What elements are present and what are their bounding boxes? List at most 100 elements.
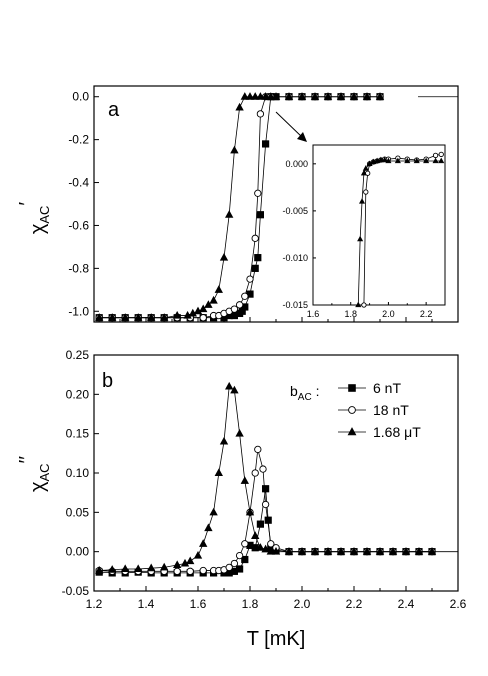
x-tick-label: 2.0 (294, 597, 311, 611)
legend-title: bAC : (290, 383, 319, 403)
data-point-triangle (121, 313, 130, 321)
y-tick-label: 0.25 (66, 348, 90, 362)
data-point-square (256, 211, 265, 219)
data-point-triangle (188, 308, 197, 317)
data-point-triangle (385, 157, 392, 164)
data-point-triangle (230, 385, 239, 394)
data-point-circle (267, 540, 275, 548)
data-point-square (235, 565, 244, 573)
y-tick-label: -0.8 (68, 261, 89, 275)
data-point-circle (235, 301, 244, 309)
y-tick-label: -0.2 (68, 133, 89, 147)
data-point-triangle (230, 145, 239, 154)
data-point-square (256, 520, 265, 528)
panel-a-plot (95, 92, 458, 322)
inset-frame (312, 144, 446, 306)
panel-b-y-axis-label: χAC′′ (16, 456, 52, 492)
data-point-triangle (358, 198, 366, 204)
y-tick-label: -0.015 (282, 300, 308, 310)
data-point-circle (241, 292, 249, 300)
legend-marker-triangle (347, 427, 357, 436)
data-point-triangle (199, 304, 208, 313)
data-point-triangle (438, 157, 445, 164)
data-point-triangle (362, 547, 372, 555)
panel-a-y-axis-label: χAC′ (16, 202, 52, 235)
panel-b-frame (93, 354, 459, 592)
data-point-square (254, 254, 262, 262)
data-point-triangle (388, 547, 398, 555)
legend-marker-circle (348, 406, 356, 414)
inset-pointer-arrow (275, 111, 307, 142)
data-point-triangle (193, 306, 203, 315)
data-point-circle (251, 234, 259, 242)
data-point-triangle (261, 92, 270, 100)
data-point-circle (438, 151, 444, 158)
x-tick-label: 2.2 (420, 309, 433, 319)
data-point-triangle (266, 547, 275, 555)
data-point-triangle (251, 92, 260, 100)
x-tick-label: 1.2 (86, 597, 103, 611)
legend-label: 6 nT (373, 380, 401, 396)
data-point-square (251, 264, 259, 272)
data-point-triangle (160, 562, 169, 571)
data-point-circle (246, 275, 254, 283)
data-point-circle (173, 567, 181, 575)
panel-b-label: b (102, 370, 113, 392)
legend: bAC : 6 nT 18 nT 1.68 μT (290, 380, 421, 440)
data-point-triangle (336, 92, 346, 100)
y-tick-label: 0.0 (72, 90, 89, 104)
series-triangle (355, 156, 445, 308)
series-triangle (95, 381, 437, 574)
data-point-triangle (377, 156, 384, 163)
legend-entry: 6 nT (338, 380, 401, 396)
data-point-triangle (271, 92, 281, 100)
data-point-triangle (219, 253, 229, 261)
data-point-triangle (225, 210, 234, 218)
data-point-triangle (375, 92, 385, 100)
data-point-triangle (95, 313, 104, 321)
y-tick-label: 0.15 (66, 427, 90, 441)
data-point-triangle (349, 547, 359, 555)
data-point-triangle (381, 156, 388, 163)
data-point-triangle (214, 468, 223, 477)
data-point-circle (361, 302, 367, 308)
data-point-triangle (235, 102, 244, 111)
data-point-circle (186, 567, 194, 575)
data-point-triangle (219, 436, 229, 445)
data-point-circle (230, 559, 239, 568)
data-point-circle (230, 305, 239, 313)
data-point-triangle (147, 563, 156, 572)
data-point-triangle (284, 547, 294, 555)
data-point-triangle (147, 313, 156, 321)
data-point-triangle (266, 92, 275, 100)
series-circle (95, 445, 436, 575)
data-point-triangle (404, 157, 411, 164)
data-point-triangle (360, 169, 367, 176)
legend-label: 1.68 μT (373, 424, 421, 440)
data-point-triangle (251, 531, 260, 539)
y-tick-label: -0.4 (68, 176, 89, 190)
legend-entry: 1.68 μT (338, 424, 421, 440)
data-point-triangle (310, 547, 320, 555)
svg-text:χAC′′: χAC′′ (16, 456, 52, 492)
data-point-triangle (297, 92, 307, 100)
data-point-circle (261, 500, 270, 509)
data-point-triangle (183, 310, 192, 319)
x-axis-label: T [mK] (247, 628, 306, 650)
panel-a-ticks: 0.0 -0.2 -0.4 -0.6 -0.8 -1.0 (68, 90, 459, 322)
data-point-circle (241, 540, 249, 548)
data-point-triangle (394, 157, 401, 164)
legend-label: 18 nT (373, 402, 409, 418)
data-point-triangle (225, 381, 234, 390)
x-tick-label: 2.4 (398, 597, 415, 611)
data-point-triangle (414, 547, 424, 555)
data-point-triangle (261, 544, 270, 553)
data-point-circle (256, 110, 265, 118)
data-point-triangle (413, 157, 420, 164)
y-tick-label: 0.20 (66, 387, 90, 401)
x-tick-label: 1.6 (307, 309, 320, 319)
data-point-triangle (204, 300, 213, 308)
data-point-triangle (199, 539, 208, 547)
